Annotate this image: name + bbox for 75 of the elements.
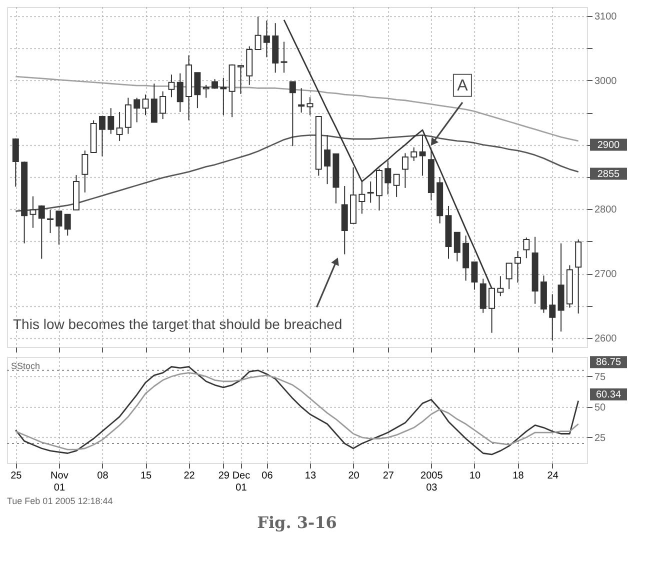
candlestick <box>168 74 175 98</box>
x-tick-label: Nov 01 <box>50 470 68 494</box>
candlestick <box>280 41 288 74</box>
caption: Fig. 3-16 <box>257 513 337 532</box>
candlestick <box>64 214 71 236</box>
annotation: 2900 <box>597 140 620 151</box>
annotation: 2855 <box>597 168 620 180</box>
candlestick <box>298 88 305 114</box>
text: Tue Feb 01 2005 12:18:44 <box>7 496 113 506</box>
candlestick <box>289 81 296 147</box>
candlestick <box>514 250 521 284</box>
candlestick <box>220 77 227 116</box>
annotation: 60.34 <box>596 389 622 400</box>
candlestick <box>419 134 426 176</box>
y-tick-label: 25 <box>594 432 606 444</box>
candlestick <box>98 116 106 157</box>
candlestick <box>124 97 132 134</box>
candlestick <box>324 134 331 185</box>
candlestick <box>410 146 418 162</box>
candlestick <box>160 90 166 120</box>
candlestick <box>254 16 262 50</box>
candlestick <box>506 262 512 290</box>
candlestick <box>82 150 88 193</box>
y-tick-label: 50 <box>594 402 606 414</box>
candlestick <box>263 20 270 58</box>
x-tick-label: 29 <box>218 470 230 482</box>
candlestick <box>212 78 218 90</box>
candlestick <box>497 276 504 297</box>
annotation: 86.75 <box>596 357 622 368</box>
x-tick-label: 24 <box>547 470 559 482</box>
candlestick <box>549 294 556 342</box>
x-tick-label: 13 <box>304 470 316 482</box>
candlestick <box>358 181 366 214</box>
x-tick-label: 22 <box>184 470 196 482</box>
candlestick <box>176 72 184 112</box>
candlestick <box>116 111 123 142</box>
annotation: A <box>457 77 468 94</box>
candlestick <box>454 232 460 262</box>
candlestick <box>108 108 114 134</box>
x-tick-label: 06 <box>262 470 274 482</box>
candlestick <box>306 96 314 116</box>
x-tick-label: 2005 03 <box>420 470 444 494</box>
y-tick-label: 75 <box>594 372 606 383</box>
x-tick-label: 10 <box>469 470 481 482</box>
candlestick <box>134 97 140 123</box>
annotation: This low becomes the target that should be breached <box>13 316 342 332</box>
y-tick-label: 3000 <box>594 76 618 87</box>
candlestick <box>471 262 478 290</box>
x-tick-label: 08 <box>97 470 109 482</box>
candlestick <box>393 174 400 198</box>
candlestick <box>150 83 158 123</box>
candlestick <box>38 204 45 260</box>
candlestick <box>194 72 201 109</box>
x-tick-label: Dec 01 <box>232 470 250 494</box>
candlestick <box>142 94 149 116</box>
x-tick-label: 18 <box>512 470 524 482</box>
candlestick <box>202 84 210 98</box>
x-tick-label: 20 <box>348 470 360 482</box>
candlestick <box>384 160 392 195</box>
candlestick <box>30 196 36 228</box>
annotation: SStoch <box>11 361 40 371</box>
y-tick-label: 3100 <box>594 12 618 23</box>
y-tick-label: 2600 <box>594 333 618 344</box>
x-tick-label: 27 <box>382 470 394 482</box>
candlestick <box>402 152 408 188</box>
candlestick <box>12 138 19 188</box>
x-tick-label: 25 <box>10 470 22 482</box>
candlestick <box>47 209 54 234</box>
x-tick-label: 15 <box>140 470 152 482</box>
candlestick <box>56 210 62 246</box>
y-tick-label: 2700 <box>594 269 618 280</box>
y-tick-label: 2800 <box>594 204 618 216</box>
candlestick <box>523 237 530 259</box>
candlestick <box>367 181 374 204</box>
candlestick <box>237 65 244 94</box>
